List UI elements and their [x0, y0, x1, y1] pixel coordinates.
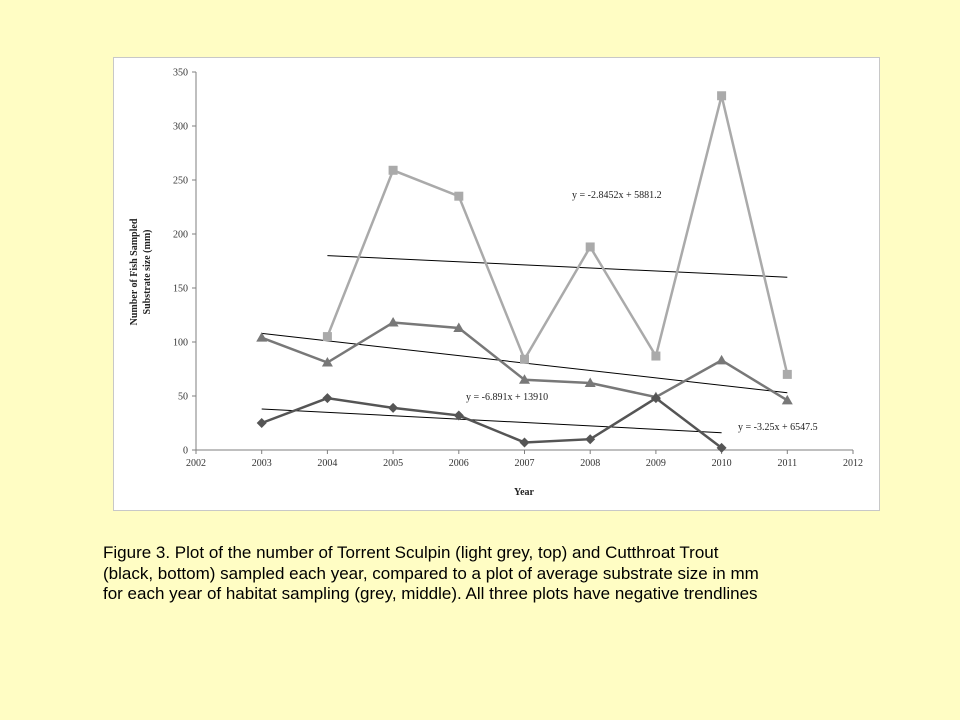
data-point-sculpin [454, 191, 464, 201]
line-chart: 0 50 100 150 200 250 300 350 2002 2003 2004 2005 200… [129, 68, 863, 499]
y-tick-label: 200 [173, 230, 188, 241]
data-point-sculpin [520, 354, 529, 364]
data-point-substrate [321, 357, 333, 367]
caption-line-3: for each year of habitat sampling (grey,… [103, 584, 758, 603]
x-tick-label: 2002 [186, 458, 206, 469]
data-point-sculpin [322, 332, 332, 342]
x-tick-label: 2011 [777, 458, 797, 469]
y-tick-label: 300 [173, 122, 188, 133]
data-point-trout [322, 393, 333, 404]
x-tick-label: 2007 [515, 458, 535, 469]
data-point-substrate [781, 394, 793, 405]
data-point-substrate [519, 374, 530, 384]
data-point-trout [650, 393, 661, 404]
y-tick-label: 350 [173, 68, 188, 79]
y-tick-label: 0 [183, 446, 188, 457]
x-tick-label: 2008 [580, 458, 600, 469]
data-point-sculpin [782, 369, 792, 379]
x-tick-label: 2010 [712, 458, 732, 469]
series-line-trout [261, 396, 723, 449]
x-tick-label: 2006 [449, 458, 469, 469]
data-point-trout [585, 434, 596, 445]
data-point-substrate [584, 377, 596, 388]
x-tick-label: 2003 [252, 458, 272, 469]
x-tick-label: 2012 [843, 458, 863, 469]
data-point-substrate [453, 322, 465, 332]
x-axis-title: Year [514, 487, 535, 498]
chart-panel: 0 50 100 150 200 250 300 350 2002 2003 2004 2005 200… [113, 57, 880, 511]
data-point-trout [716, 442, 727, 453]
x-tick-label: 2009 [646, 458, 666, 469]
trendline-equation-substrate: y = -6.891x + 13910 [466, 392, 548, 403]
y-tick-label: 50 [178, 392, 188, 403]
y-tick-label: 250 [173, 176, 188, 187]
y-tick-label: 150 [173, 284, 188, 295]
trendline-equation-sculpin: y = -2.8452x + 5881.2 [572, 190, 662, 201]
trendline-trout [261, 408, 722, 434]
data-point-trout [453, 410, 464, 421]
data-point-sculpin [651, 351, 661, 361]
data-point-sculpin [388, 165, 398, 175]
data-point-sculpin [717, 91, 727, 101]
series-line-sculpin [326, 95, 789, 375]
trendline-equation-trout: y = -3.25x + 6547.5 [738, 422, 818, 433]
y-axis-title-line2: Substrate size (mm) [142, 230, 153, 315]
data-point-substrate [256, 332, 268, 342]
trendline-sculpin [327, 255, 788, 278]
data-point-sculpin [585, 242, 595, 252]
y-axis-title-line1: Number of Fish Sampled [129, 218, 140, 325]
data-point-trout [256, 418, 267, 428]
y-tick-label: 100 [173, 338, 188, 349]
caption-line-1: Figure 3. Plot of the number of Torrent … [103, 543, 719, 562]
data-point-substrate [387, 317, 399, 327]
data-point-trout [388, 402, 399, 413]
data-point-trout [519, 437, 530, 448]
data-point-substrate [716, 354, 728, 365]
figure-caption: Figure 3. Plot of the number of Torrent … [103, 543, 903, 605]
x-tick-label: 2005 [383, 458, 403, 469]
caption-line-2: (black, bottom) sampled each year, compa… [103, 563, 759, 583]
x-tick-label: 2004 [317, 458, 337, 469]
